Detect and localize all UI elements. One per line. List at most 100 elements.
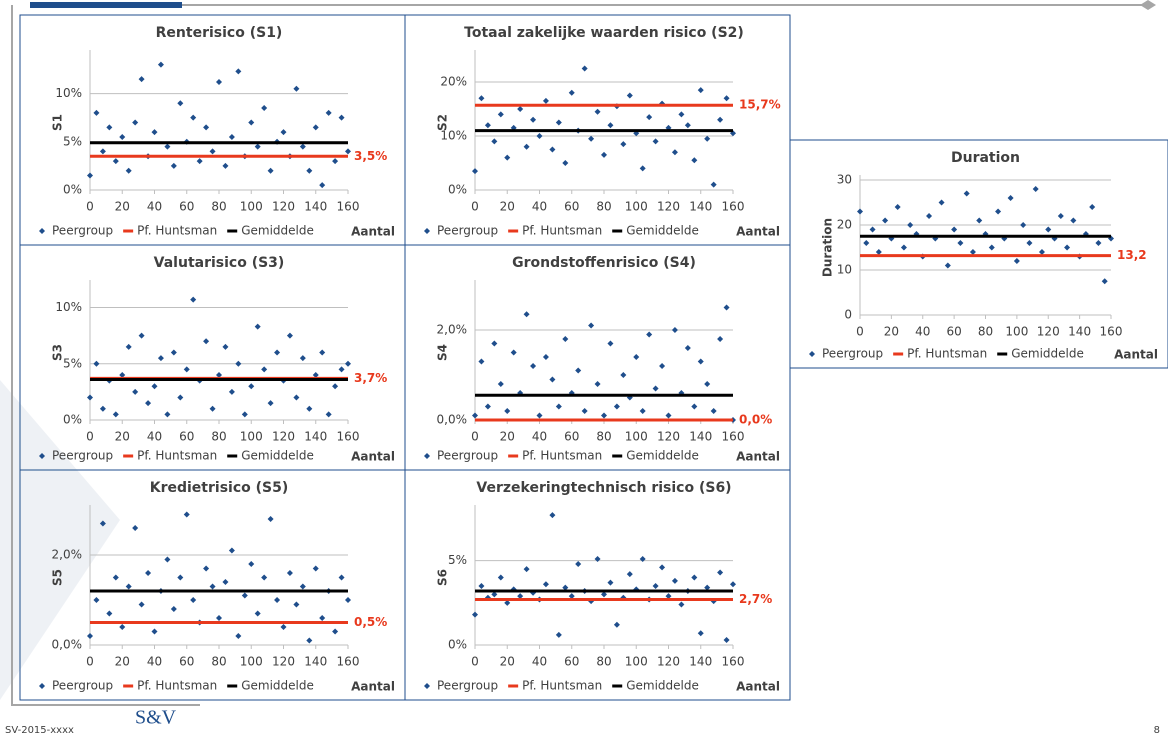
legend-label: Gemiddelde: [626, 224, 699, 238]
data-point: [241, 411, 248, 418]
data-point: [1101, 278, 1108, 285]
x-tick-label: 60: [946, 325, 961, 339]
data-point: [267, 167, 274, 174]
data-point: [1020, 222, 1027, 228]
data-point: [691, 403, 698, 410]
x-tick-label: 80: [596, 655, 611, 669]
data-point: [203, 338, 210, 345]
x-tick-label: 140: [689, 430, 712, 444]
legend-label: Gemiddelde: [626, 679, 699, 693]
y-tick-label: 0%: [448, 183, 467, 197]
y-axis-label: S2: [436, 114, 450, 131]
data-point: [697, 630, 704, 637]
data-point: [119, 624, 126, 630]
chart-title: Duration: [951, 150, 1020, 166]
data-point: [723, 304, 730, 311]
data-point: [125, 343, 132, 350]
data-point: [620, 141, 627, 148]
data-point: [671, 327, 678, 333]
data-point: [626, 92, 633, 99]
value-label: 3,5%: [354, 149, 387, 163]
data-point: [183, 366, 190, 373]
data-point: [261, 366, 268, 373]
y-tick-label: 20%: [440, 75, 467, 89]
data-point: [235, 68, 242, 75]
data-point: [170, 162, 177, 169]
data-point: [1064, 244, 1071, 251]
legend-label: Gemiddelde: [626, 449, 699, 463]
data-point: [261, 105, 268, 112]
x-tick-label: 120: [1037, 325, 1060, 339]
data-point: [875, 249, 882, 255]
x-tick-label: 20: [500, 200, 515, 214]
data-point: [601, 591, 607, 598]
data-point: [517, 106, 524, 112]
x-tick-label: 60: [564, 200, 579, 214]
data-point: [203, 124, 210, 131]
data-point: [274, 349, 281, 356]
data-point: [228, 133, 235, 140]
x-tick-label: 80: [978, 325, 993, 339]
data-point: [530, 116, 537, 123]
data-point: [588, 322, 595, 329]
x-tick-label: 20: [500, 655, 515, 669]
data-point: [857, 208, 863, 215]
data-point: [995, 208, 1002, 215]
data-point: [633, 354, 640, 360]
x-tick-label: 100: [625, 655, 648, 669]
y-tick-label: 10: [837, 263, 852, 277]
data-point: [472, 168, 478, 175]
x-tick-label: 100: [625, 200, 648, 214]
x-axis-label: Aantal: [736, 225, 780, 239]
legend-label: Pf. Huntsman: [522, 224, 602, 238]
value-label: 2,7%: [739, 592, 772, 606]
data-point: [900, 244, 907, 251]
chart-panel: Totaal zakelijke waarden risico (S2) S2 0%…: [404, 14, 791, 246]
data-point: [710, 408, 717, 414]
data-point: [345, 597, 351, 603]
data-point: [639, 408, 646, 414]
data-point: [704, 135, 711, 142]
data-point: [863, 240, 870, 246]
data-point: [312, 124, 319, 131]
data-point: [523, 566, 530, 573]
data-point: [575, 367, 582, 374]
data-point: [691, 157, 698, 164]
chart-title: Renterisico (S1): [156, 25, 283, 41]
data-point: [319, 182, 326, 189]
x-tick-label: 120: [657, 200, 680, 214]
x-tick-label: 40: [532, 200, 547, 214]
data-point: [177, 100, 184, 107]
legend-label: Pf. Huntsman: [907, 347, 987, 361]
data-point: [536, 412, 543, 419]
data-point: [678, 601, 685, 608]
data-point: [517, 593, 524, 600]
y-tick-label: 10%: [440, 129, 467, 143]
data-point: [125, 167, 132, 174]
data-point: [345, 360, 351, 367]
data-point: [1089, 204, 1096, 210]
data-point: [1038, 249, 1045, 255]
x-tick-label: 160: [337, 430, 360, 444]
data-point: [549, 376, 556, 383]
x-tick-label: 80: [211, 200, 226, 214]
data-point: [332, 158, 339, 165]
data-point: [112, 411, 119, 418]
data-point: [588, 135, 595, 142]
data-point: [710, 181, 717, 188]
data-point: [145, 570, 152, 576]
data-point: [484, 403, 491, 410]
data-point: [1057, 213, 1064, 219]
data-point: [216, 79, 222, 85]
legend-marker: [424, 228, 430, 234]
data-point: [963, 190, 970, 197]
data-point: [203, 565, 210, 572]
data-point: [190, 114, 197, 121]
data-point: [151, 129, 158, 136]
chart-title: Grondstoffenrisico (S4): [512, 255, 696, 271]
x-tick-label: 0: [86, 655, 94, 669]
data-point: [267, 400, 274, 407]
y-axis-label: S5: [51, 569, 65, 586]
data-point: [1070, 217, 1077, 224]
